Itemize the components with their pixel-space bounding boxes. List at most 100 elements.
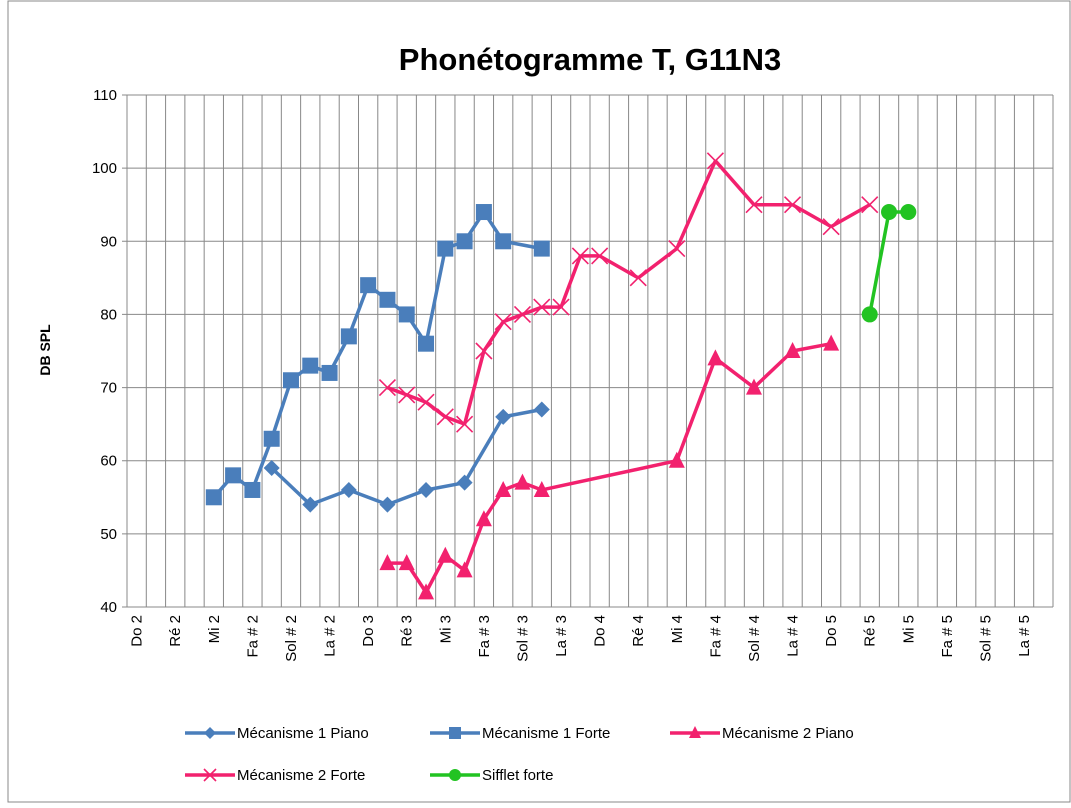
series-segment — [444, 415, 466, 426]
marker — [881, 204, 898, 221]
series-segment — [386, 385, 408, 397]
marker — [456, 474, 473, 491]
series-segment — [559, 255, 582, 308]
x-tick-label: Do 3 — [360, 615, 377, 647]
marker — [495, 233, 512, 250]
series-segment — [406, 393, 427, 404]
marker — [784, 342, 801, 358]
marker — [513, 305, 532, 323]
marker — [398, 386, 416, 404]
marker — [475, 510, 492, 527]
marker — [629, 269, 647, 287]
marker — [449, 727, 461, 739]
marker — [302, 496, 319, 513]
x-tick-label: Ré 2 — [167, 615, 184, 647]
y-tick-label: 40 — [100, 599, 117, 616]
marker — [379, 554, 396, 571]
marker — [360, 277, 377, 294]
series-segment — [637, 247, 678, 280]
marker — [418, 481, 435, 498]
x-tick-label: Do 2 — [129, 615, 146, 647]
series-segment — [868, 211, 891, 315]
marker — [321, 364, 338, 381]
y-tick-label: 60 — [100, 453, 117, 470]
marker — [340, 481, 357, 498]
series-segment — [463, 415, 505, 484]
series-segment — [250, 438, 274, 491]
marker — [417, 393, 435, 411]
marker — [533, 298, 551, 316]
marker — [514, 473, 531, 490]
legend-label: Mécanisme 2 Forte — [237, 767, 365, 784]
x-tick-label: Fa # 4 — [707, 615, 724, 658]
x-tick-label: Do 4 — [592, 615, 609, 647]
x-tick-label: La # 5 — [1016, 615, 1033, 657]
marker — [533, 401, 550, 418]
marker — [495, 480, 512, 497]
marker — [436, 408, 454, 426]
x-tick-label: Sol # 3 — [514, 615, 531, 662]
marker — [263, 460, 280, 477]
marker — [225, 467, 242, 484]
chart-frame — [7, 0, 1071, 803]
marker — [379, 496, 396, 513]
x-tick-label: Fa # 3 — [476, 615, 493, 658]
y-tick-label: 100 — [92, 160, 117, 177]
x-tick-label: Mi 5 — [900, 615, 917, 643]
series-segment — [462, 350, 486, 425]
marker — [900, 204, 917, 221]
marker — [378, 379, 397, 397]
marker — [456, 561, 473, 578]
marker — [668, 240, 686, 258]
marker — [745, 378, 762, 395]
marker — [418, 583, 435, 600]
series-segment — [309, 488, 350, 507]
series-segment — [791, 203, 833, 229]
chart-title: Phonétogramme T, G11N3 — [399, 42, 781, 77]
series-segment — [521, 305, 543, 317]
x-tick-label: Sol # 5 — [977, 615, 994, 662]
marker — [822, 218, 840, 236]
series-segment — [347, 284, 370, 337]
x-tick-label: Fa # 2 — [244, 615, 261, 658]
x-tick-label: Ré 4 — [630, 615, 647, 647]
marker — [745, 196, 763, 214]
marker — [456, 415, 474, 433]
marker — [263, 430, 280, 447]
y-tick-label: 110 — [93, 87, 117, 104]
legend-label: Mécanisme 1 Forte — [482, 725, 610, 742]
marker — [571, 247, 589, 265]
marker — [398, 554, 415, 571]
series-segment — [675, 357, 718, 462]
marker — [398, 306, 415, 323]
x-tick-label: Ré 3 — [399, 615, 416, 647]
x-tick-label: Fa # 5 — [939, 615, 956, 658]
y-tick-label: 50 — [100, 526, 117, 543]
series-segment — [482, 320, 505, 352]
marker — [689, 726, 701, 738]
series-segment — [462, 518, 486, 572]
marker — [418, 335, 435, 352]
marker — [494, 313, 512, 331]
x-tick-label: Ré 5 — [862, 615, 879, 647]
x-tick-label: Mi 3 — [437, 615, 454, 643]
x-tick-label: Sol # 4 — [746, 615, 763, 662]
marker — [707, 349, 724, 366]
y-tick-label: 90 — [100, 233, 117, 250]
marker — [302, 357, 319, 374]
series-segment — [270, 379, 293, 440]
marker — [282, 372, 299, 389]
legend-label: Mécanisme 2 Piano — [722, 725, 854, 742]
marker — [456, 233, 473, 250]
marker — [823, 334, 840, 351]
x-tick-label: La # 2 — [322, 615, 339, 657]
series-segment — [348, 488, 389, 507]
series-segment — [424, 248, 448, 345]
x-tick-label: La # 3 — [553, 615, 570, 657]
series-segment — [541, 459, 678, 492]
series-segment — [386, 488, 427, 507]
marker — [437, 546, 454, 563]
y-tick-label: 80 — [100, 306, 117, 323]
marker — [475, 204, 492, 221]
legend-label: Mécanisme 1 Piano — [237, 725, 369, 742]
